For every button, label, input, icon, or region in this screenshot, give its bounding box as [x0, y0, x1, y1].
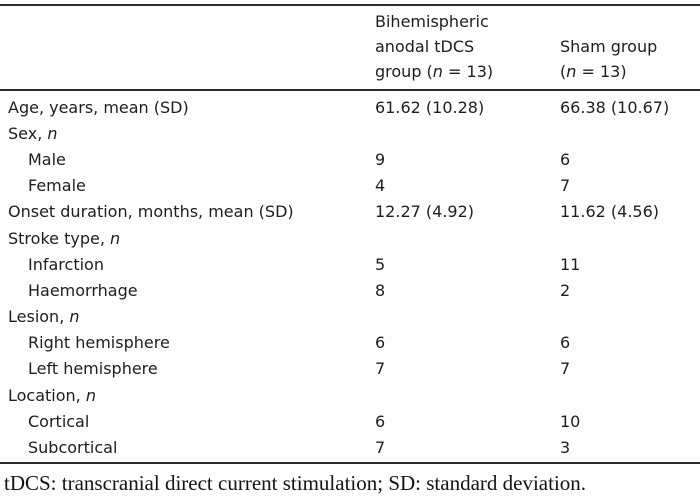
row-label: Infarction — [28, 254, 104, 274]
table-row: Onset duration, months, mean (SD) 12.27 (… — [0, 199, 700, 225]
table-footnote: tDCS: transcranial direct current stimul… — [4, 471, 587, 495]
value-tdcs-group: 4 — [375, 176, 386, 196]
table-bottom-rule — [0, 462, 700, 464]
value-tdcs-group: 12.27 (4.92) — [375, 202, 474, 222]
row-label: Lesion, n — [8, 307, 80, 327]
row-label: Location, n — [8, 385, 96, 405]
column-header-sham-group: Sham group (n = 13) — [560, 34, 668, 84]
table-row: Stroke type, n — [0, 225, 700, 251]
table-row: Haemorrhage 8 2 — [0, 277, 700, 303]
row-label: Male — [28, 149, 66, 169]
row-label: Age, years, mean (SD) — [8, 97, 189, 117]
table-row: Male 9 6 — [0, 146, 700, 172]
value-sham-group: 11 — [560, 254, 581, 274]
table-row: Right hemisphere 6 6 — [0, 330, 700, 356]
table-row: Female 4 7 — [0, 173, 700, 199]
value-tdcs-group: 5 — [375, 254, 386, 274]
table-row: Sex, n — [0, 120, 700, 146]
value-tdcs-group: 61.62 (10.28) — [375, 97, 485, 117]
column-header-tdcs-group: Bihemispheric anodal tDCS group (n = 13) — [375, 9, 513, 84]
table-row: Left hemisphere 7 7 — [0, 356, 700, 382]
row-label: Sex, n — [8, 123, 58, 143]
row-label: Right hemisphere — [28, 333, 170, 353]
table-header-row: Bihemispheric anodal tDCS group (n = 13)… — [0, 8, 700, 87]
column-header-tdcs-text: Bihemispheric anodal tDCS group (n = 13) — [375, 12, 494, 81]
value-tdcs-group: 6 — [375, 411, 386, 431]
row-label: Subcortical — [28, 438, 118, 458]
table-row: Cortical 6 10 — [0, 408, 700, 434]
value-sham-group: 6 — [560, 333, 571, 353]
row-label: Female — [28, 176, 86, 196]
value-sham-group: 7 — [560, 176, 571, 196]
value-sham-group: 11.62 (4.56) — [560, 202, 659, 222]
row-label: Haemorrhage — [28, 280, 138, 300]
value-sham-group: 6 — [560, 149, 571, 169]
table-top-rule — [0, 4, 700, 6]
row-label: Cortical — [28, 411, 90, 431]
value-tdcs-group: 7 — [375, 438, 386, 458]
table-row: Subcortical 7 3 — [0, 434, 700, 460]
table-body: Age, years, mean (SD) 61.62 (10.28) 66.38 … — [0, 91, 700, 461]
value-tdcs-group: 8 — [375, 280, 386, 300]
row-label: Left hemisphere — [28, 359, 158, 379]
value-tdcs-group: 6 — [375, 333, 386, 353]
value-sham-group: 10 — [560, 411, 581, 431]
table-row: Age, years, mean (SD) 61.62 (10.28) 66.38 … — [0, 94, 700, 120]
value-sham-group: 2 — [560, 280, 571, 300]
column-header-sham-text: Sham group (n = 13) — [560, 37, 658, 81]
table-row: Location, n — [0, 382, 700, 408]
row-label: Onset duration, months, mean (SD) — [8, 202, 294, 222]
table-row: Infarction 5 11 — [0, 251, 700, 277]
value-sham-group: 3 — [560, 438, 571, 458]
table-row: Lesion, n — [0, 304, 700, 330]
value-sham-group: 66.38 (10.67) — [560, 97, 670, 117]
table-header-rule — [0, 89, 700, 91]
value-tdcs-group: 7 — [375, 359, 386, 379]
value-sham-group: 7 — [560, 359, 571, 379]
row-label: Stroke type, n — [8, 228, 121, 248]
value-tdcs-group: 9 — [375, 149, 386, 169]
